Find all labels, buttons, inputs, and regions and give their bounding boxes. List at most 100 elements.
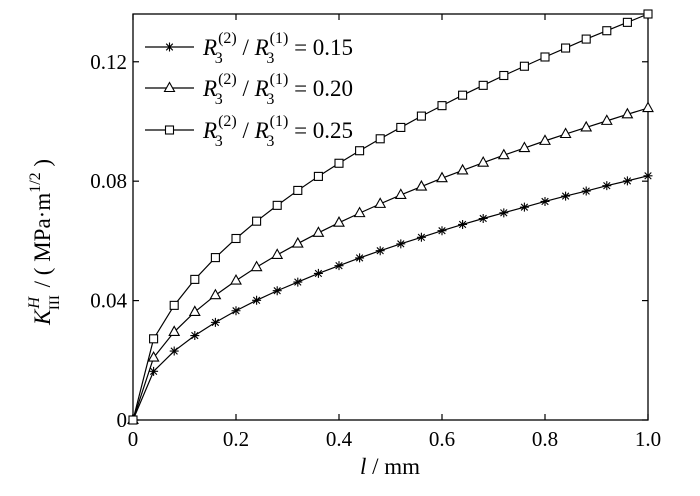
data-point	[355, 253, 365, 263]
legend-label: R(2) 3 / R(1) 3 = 0.20	[202, 71, 353, 108]
legend-item: R(2) 3 / R(1) 3 = 0.25	[145, 113, 353, 150]
data-point	[540, 52, 550, 62]
legend-marker	[164, 125, 175, 135]
legend-sub: 3	[215, 133, 223, 150]
marker-asterisk-shape	[210, 317, 220, 327]
data-point	[188, 305, 201, 316]
data-point	[169, 346, 179, 356]
legend-marker	[163, 81, 176, 93]
y-tick-label: 0	[117, 408, 128, 432]
data-point	[622, 176, 632, 186]
data-point	[539, 134, 551, 145]
data-point	[499, 70, 509, 81]
data-point	[519, 202, 529, 212]
data-point	[210, 253, 220, 263]
data-point	[149, 366, 159, 376]
data-point	[478, 213, 488, 223]
marker-asterisk-shape	[540, 196, 550, 206]
x-tick-label: 0.2	[223, 427, 249, 451]
legend-sup: (1)	[270, 113, 289, 130]
legend-item: R(2) 3 / R(1) 3 = 0.15	[145, 30, 353, 67]
marker-asterisk-shape	[643, 171, 653, 181]
data-point	[499, 208, 509, 218]
y-tick-label: 0.12	[90, 50, 127, 74]
marker-asterisk-shape	[519, 202, 529, 212]
marker-asterisk-shape	[458, 219, 468, 229]
data-point	[581, 186, 591, 196]
data-point	[518, 141, 531, 153]
data-point	[272, 200, 282, 210]
data-point	[334, 158, 344, 168]
data-point	[375, 246, 385, 256]
plot-area: 0 0.2 0.4 0.6 0.8 1.0 0 0.04 0.08 0.12	[90, 9, 661, 451]
y-axis-label: KH III / ( MPa·m1/2 )	[26, 159, 63, 326]
data-point	[561, 191, 571, 201]
data-point	[271, 248, 284, 259]
legend-r: R	[254, 118, 269, 143]
x-tick-label: 1.0	[635, 427, 661, 451]
data-point	[190, 274, 200, 284]
marker-asterisk-shape	[190, 331, 200, 341]
data-point	[559, 127, 572, 139]
data-point	[415, 179, 428, 191]
series-line	[132, 13, 649, 421]
legend-slash: /	[237, 35, 255, 60]
marker-asterisk-shape	[416, 232, 426, 242]
marker-asterisk-shape	[252, 295, 262, 305]
data-point	[231, 306, 241, 316]
data-point	[252, 216, 262, 226]
legend-sub: 3	[215, 91, 223, 108]
marker-asterisk-shape	[355, 253, 365, 263]
y-label-unit-sup: 1/2	[27, 172, 44, 192]
data-point	[396, 122, 406, 132]
legend-sub: 3	[266, 91, 274, 108]
data-point	[581, 34, 591, 44]
marker-asterisk-shape	[169, 346, 179, 356]
data-point	[497, 148, 510, 160]
y-label-sup: H	[26, 296, 43, 310]
legend-value: = 0.25	[288, 118, 353, 143]
marker-asterisk-shape	[293, 277, 303, 287]
x-tick-label: 0.4	[326, 427, 353, 451]
data-point	[168, 325, 181, 336]
legend-marker	[165, 42, 174, 52]
marker-asterisk-shape	[437, 226, 447, 236]
data-point	[478, 80, 488, 90]
y-tick-label: 0.04	[90, 289, 127, 313]
data-point	[252, 295, 262, 305]
data-point	[561, 43, 571, 53]
data-point	[540, 196, 550, 206]
data-point	[312, 226, 325, 237]
marker-asterisk-shape	[231, 306, 241, 316]
series-line	[132, 107, 649, 421]
data-point	[600, 114, 613, 125]
data-point	[149, 334, 159, 344]
marker-asterisk-shape	[581, 186, 591, 196]
marker-asterisk-shape	[561, 191, 571, 201]
marker-asterisk-shape	[334, 261, 344, 271]
legend-label: R(2) 3 / R(1) 3 = 0.25	[202, 113, 353, 150]
data-point	[353, 206, 366, 218]
data-point	[416, 232, 426, 242]
legend-slash: /	[237, 76, 255, 101]
data-point	[394, 188, 407, 199]
data-point	[313, 268, 323, 278]
data-point	[210, 317, 220, 327]
legend: R(2) 3 / R(1) 3 = 0.15R(2) 3 / R(1) 3 = 0.20…	[145, 30, 353, 150]
data-point	[291, 236, 304, 248]
y-label-sub: III	[47, 295, 63, 310]
data-point	[458, 219, 468, 229]
data-point	[602, 181, 612, 191]
data-point	[250, 260, 263, 272]
x-label-var: l	[360, 454, 366, 479]
marker-asterisk-shape	[478, 213, 488, 223]
legend-sub: 3	[266, 50, 274, 67]
legend-sup: (2)	[218, 113, 237, 130]
legend-r: R	[254, 35, 269, 60]
data-point	[230, 273, 242, 285]
data-point	[643, 9, 653, 19]
data-point	[128, 415, 138, 425]
data-point	[602, 26, 612, 36]
legend-value: = 0.15	[288, 35, 353, 60]
